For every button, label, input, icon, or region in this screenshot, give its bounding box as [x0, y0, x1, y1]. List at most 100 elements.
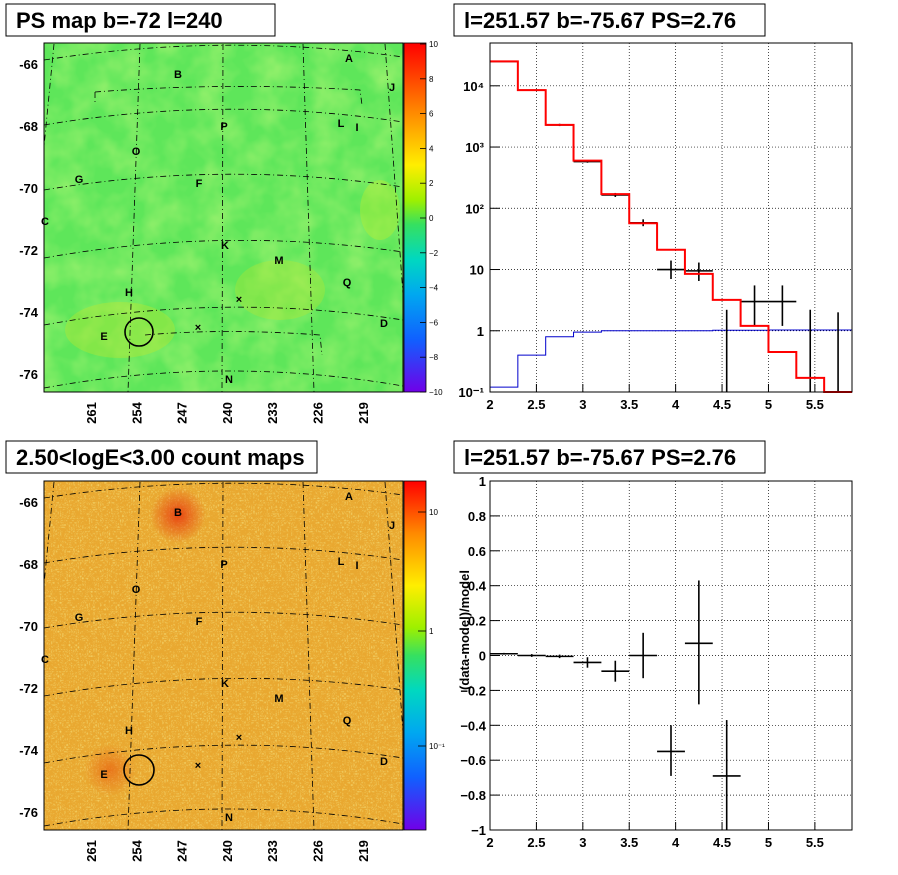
ps-map-colorbar-ticks: 10 8 6 4 2 0 −2 −4 −6 −8 −10: [420, 40, 443, 397]
y-tick-label: -74: [19, 305, 39, 320]
y-tick-label: −0.4: [460, 718, 486, 733]
colorbar-tick-label: 10: [429, 40, 438, 49]
spectrum-title: l=251.57 b=-75.67 PS=2.76: [464, 8, 736, 33]
residual-point: [517, 654, 546, 657]
spectrum-title-box: [453, 3, 766, 37]
cross-marker: ×: [236, 294, 242, 306]
y-tick-label: -72: [19, 681, 38, 696]
y-tick-label: 10²: [465, 201, 484, 216]
y-tick-label: 0.2: [468, 614, 486, 629]
colorbar-tick-label: −6: [429, 318, 439, 327]
count-map-title: 2.50<logE<3.00 count maps: [16, 445, 305, 470]
x-tick-label: 5: [765, 397, 772, 412]
y-tick-label: -74: [19, 743, 39, 758]
colorbar-tick-label: 8: [429, 75, 434, 84]
x-tick-label: 226: [311, 402, 326, 424]
residual-axes: 2 2.5 3 3.5 4 4.5 5 5.5 −1 −0.8 −0.6 −0.4 −0.2 0 0.2 0.…: [460, 474, 824, 850]
ps-map-coord-grid: [44, 43, 403, 392]
source-label-l: L: [338, 118, 345, 130]
x-tick-label: 3.5: [620, 835, 638, 850]
y-tick-label: -70: [19, 619, 38, 634]
y-tick-label: 1: [477, 324, 484, 339]
y-tick-label: 10³: [465, 140, 484, 155]
y-tick-label: 0.4: [468, 579, 487, 594]
x-tick-label: 2.5: [527, 835, 545, 850]
ps-map-x-ticks: 261 254 247 240 233 226 219: [84, 401, 371, 423]
x-tick-label: 3.5: [620, 397, 638, 412]
source-label-q: Q: [343, 715, 352, 727]
cross-marker: ×: [195, 760, 201, 772]
colorbar-tick-label: 2: [429, 179, 434, 188]
y-tick-label: -72: [19, 243, 38, 258]
x-tick-label: 261: [84, 402, 99, 424]
y-tick-label: -68: [19, 119, 38, 134]
ps-map-colorbar: [403, 42, 427, 393]
count-map-target-circle: [123, 754, 155, 786]
source-label-b: B: [174, 507, 182, 519]
count-map-panel: 2.50<logE<3.00 count maps A B C D E F G H I J K L M: [5, 440, 445, 862]
y-tick-label: −0.2: [460, 683, 486, 698]
ps-map-source-labels: A B C D E F G H I J K L M N O P Q × ×: [41, 53, 395, 386]
x-tick-label: 5.5: [806, 835, 824, 850]
residual-y-axis-label: (data-model)/model: [457, 570, 472, 690]
residual-panel: l=251.57 b=-75.67 PS=2.76 2 2.5 3 3.5 4 4.5 5 5…: [453, 440, 853, 850]
source-label-e: E: [100, 769, 107, 781]
y-tick-label: 1: [479, 474, 486, 489]
spectrum-axes: 2 2.5 3 3.5 4 4.5 5 5.5 10⁻¹ 1 10 10² 10³ 10⁴: [458, 79, 824, 412]
residual-title: l=251.57 b=-75.67 PS=2.76: [464, 445, 736, 470]
y-tick-label: 0.8: [468, 509, 486, 524]
ps-map-title: PS map b=-72 l=240: [16, 8, 223, 33]
y-tick-label: -66: [19, 495, 38, 510]
colorbar-tick-label: −4: [429, 284, 439, 293]
x-tick-label: 2.5: [527, 397, 545, 412]
residual-point: [545, 654, 574, 659]
source-label-d: D: [380, 756, 388, 768]
x-tick-label: 240: [220, 402, 235, 424]
x-tick-label: 219: [356, 840, 371, 862]
source-label-k: K: [221, 240, 229, 252]
x-tick-label: 226: [311, 840, 326, 862]
count-map-coord-grid: [44, 481, 403, 830]
source-label-i: I: [355, 122, 358, 134]
y-tick-label: 0: [479, 649, 486, 664]
source-label-k: K: [221, 678, 229, 690]
colorbar-tick-label: 10: [429, 508, 438, 517]
source-label-p: P: [220, 559, 227, 571]
cross-marker: ×: [236, 732, 242, 744]
count-map-title-box: [5, 440, 318, 474]
source-label-h: H: [125, 287, 133, 299]
source-label-j: J: [389, 82, 395, 94]
data-point: [657, 260, 685, 280]
spectrum-frame: [489, 42, 853, 393]
y-tick-label: −1: [471, 823, 486, 838]
source-label-g: G: [75, 612, 84, 624]
total-model-line: [490, 60, 852, 393]
residual-point: [684, 580, 713, 705]
ps-map-title-box: [5, 3, 276, 37]
residual-point: [629, 632, 658, 679]
source-label-n: N: [225, 374, 233, 386]
residual-point: [657, 725, 685, 776]
source-label-a: A: [345, 53, 353, 65]
source-label-q: Q: [343, 277, 352, 289]
data-point: [684, 262, 713, 281]
source-label-p: P: [220, 121, 227, 133]
source-label-e: E: [100, 331, 107, 343]
colorbar-tick-label: 4: [429, 144, 434, 153]
source-label-j: J: [389, 520, 395, 532]
count-map-frame: [43, 480, 404, 831]
x-tick-label: 233: [265, 840, 280, 862]
ps-map-frame: [43, 42, 404, 393]
y-tick-label: 10⁻¹: [458, 385, 484, 400]
colorbar-tick-label: 0: [429, 214, 434, 223]
count-map-image: [44, 481, 403, 830]
cross-marker: ×: [195, 322, 201, 334]
source-label-f: F: [196, 178, 203, 190]
source-label-c: C: [41, 654, 49, 666]
x-tick-label: 4.5: [713, 397, 731, 412]
y-tick-label: 0.6: [468, 544, 486, 559]
residual-point: [573, 657, 602, 668]
x-tick-label: 233: [265, 402, 280, 424]
residual-point: [601, 660, 630, 682]
